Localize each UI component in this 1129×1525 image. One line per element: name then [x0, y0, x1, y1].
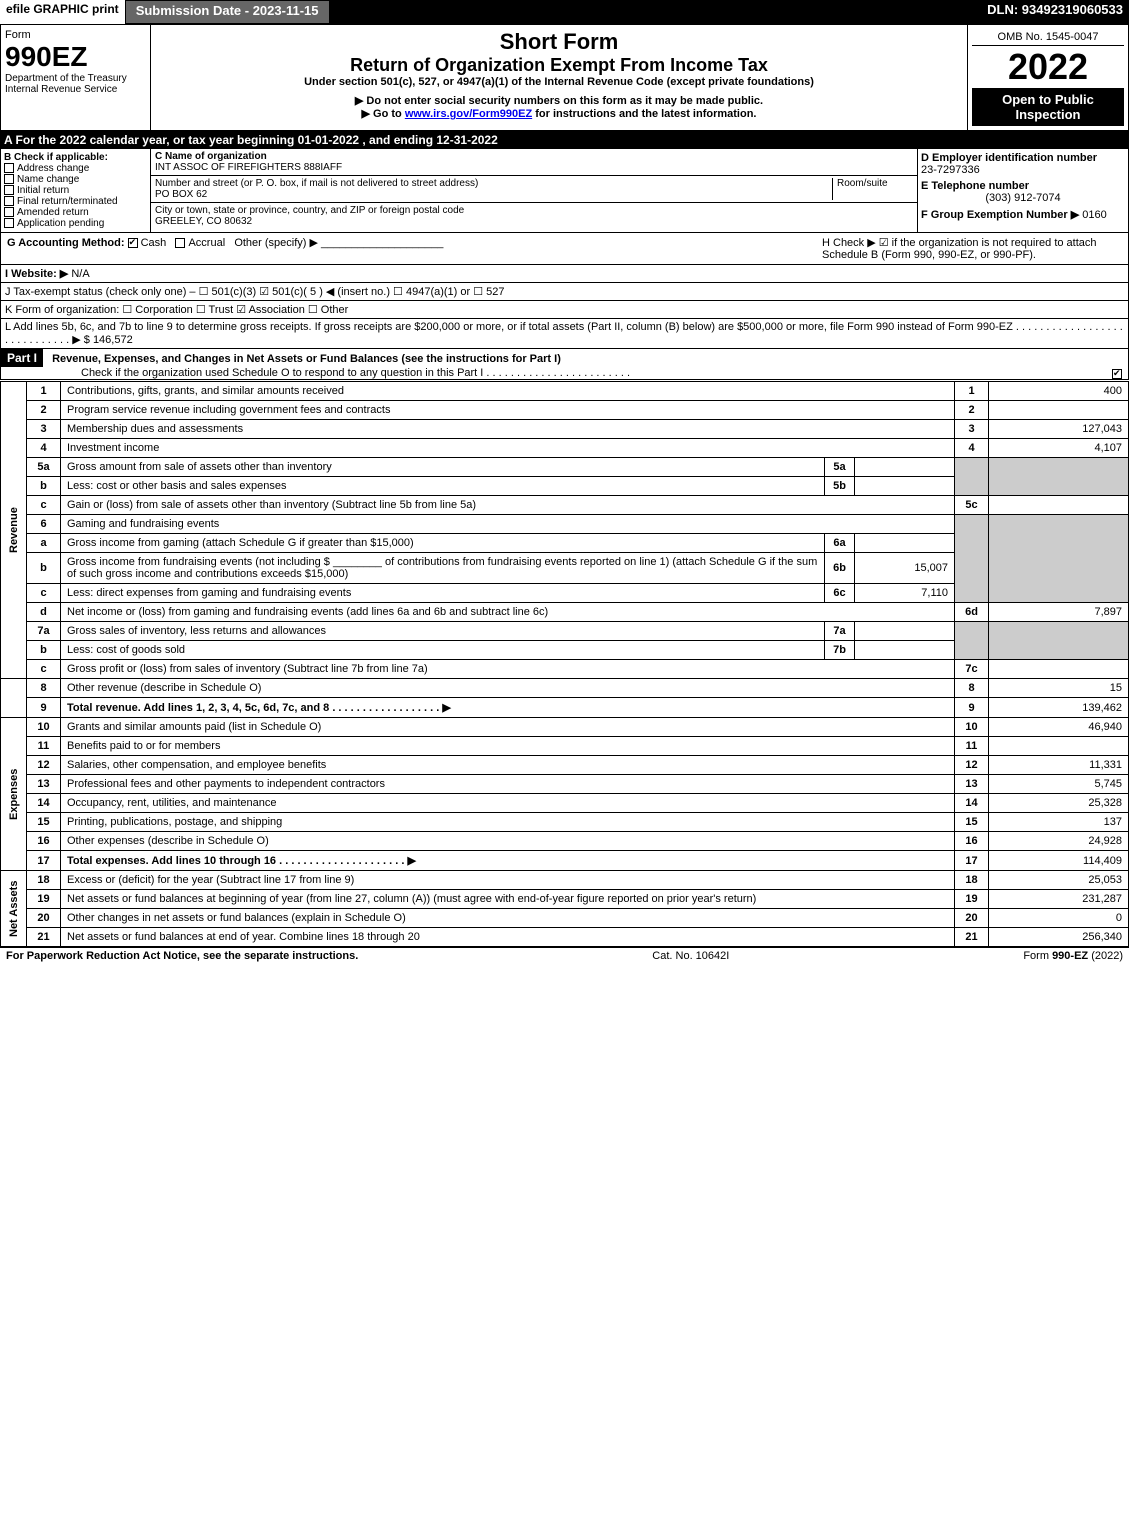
city-value: GREELEY, CO 80632 [155, 216, 252, 227]
street-cell: Number and street (or P. O. box, if mail… [151, 176, 917, 203]
open-inspection: Open to Public Inspection [972, 88, 1124, 126]
footer-cat: Cat. No. 10642I [652, 950, 729, 962]
ein-label: D Employer identification number [921, 152, 1125, 164]
city-label: City or town, state or province, country… [155, 205, 464, 216]
title-goto: ▶ Go to www.irs.gov/Form990EZ for instru… [155, 107, 963, 120]
section-i: I Website: ▶ N/A [0, 265, 1129, 283]
part1-label: Part I [1, 349, 43, 367]
org-name-cell: C Name of organization INT ASSOC OF FIRE… [151, 149, 917, 176]
street-label: Number and street (or P. O. box, if mail… [155, 178, 478, 189]
section-b-label: B Check if applicable: [4, 152, 147, 163]
section-g: G Accounting Method: Cash Accrual Other … [7, 236, 822, 261]
header-right: OMB No. 1545-0047 2022 Open to Public In… [968, 25, 1128, 130]
submission-date: Submission Date - 2023-11-15 [125, 0, 330, 24]
part1-header-row: Part I Revenue, Expenses, and Changes in… [0, 349, 1129, 380]
l-value: 146,572 [93, 334, 133, 346]
form-number: 990EZ [5, 41, 146, 73]
check-final: Final return/terminated [4, 196, 147, 207]
ein-value: 23-7297336 [921, 164, 1125, 176]
check-initial: Initial return [4, 185, 147, 196]
revenue-vlabel: Revenue [1, 382, 27, 679]
org-name-label: C Name of organization [155, 151, 267, 162]
section-a: A For the 2022 calendar year, or tax yea… [0, 131, 1129, 149]
phone-value: (303) 912-7074 [921, 192, 1125, 204]
footer-left: For Paperwork Reduction Act Notice, see … [6, 950, 358, 962]
check-address: Address change [4, 163, 147, 174]
group-row: F Group Exemption Number ▶ 0160 [921, 208, 1125, 221]
section-h: H Check ▶ ☑ if the organization is not r… [822, 236, 1122, 261]
i-label: I Website: ▶ [5, 268, 68, 280]
tax-year: 2022 [972, 46, 1124, 88]
phone-label: E Telephone number [921, 180, 1125, 192]
section-k: K Form of organization: ☐ Corporation ☐ … [0, 301, 1129, 319]
top-bar: efile GRAPHIC print Submission Date - 20… [0, 0, 1129, 24]
part1-checkbox [1112, 369, 1122, 379]
part1-title: Revenue, Expenses, and Changes in Net As… [46, 353, 561, 365]
goto-pre: ▶ Go to [362, 108, 405, 120]
footer: For Paperwork Reduction Act Notice, see … [0, 947, 1129, 964]
goto-post: for instructions and the latest informat… [532, 108, 756, 120]
city-cell: City or town, state or province, country… [151, 203, 917, 229]
group-label: F Group Exemption Number ▶ [921, 209, 1079, 221]
check-amended: Amended return [4, 207, 147, 218]
check-name: Name change [4, 174, 147, 185]
street-value: PO BOX 62 [155, 189, 207, 200]
goto-link[interactable]: www.irs.gov/Form990EZ [405, 108, 532, 120]
header-middle: Short Form Return of Organization Exempt… [151, 25, 968, 130]
irs-label: Internal Revenue Service [5, 84, 146, 95]
i-value: N/A [71, 268, 89, 280]
l-text: L Add lines 5b, 6c, and 7b to line 9 to … [5, 321, 1123, 346]
footer-right: Form 990-EZ (2022) [1023, 950, 1123, 962]
title-return: Return of Organization Exempt From Incom… [155, 55, 963, 76]
title-ssn: ▶ Do not enter social security numbers o… [155, 94, 963, 107]
form-header: Form 990EZ Department of the Treasury In… [0, 24, 1129, 131]
omb-number: OMB No. 1545-0047 [972, 29, 1124, 46]
check-cash [128, 238, 138, 248]
g-other: Other (specify) ▶ [234, 237, 318, 249]
section-g-h: G Accounting Method: Cash Accrual Other … [0, 233, 1129, 265]
efile-label: efile GRAPHIC print [0, 0, 125, 24]
section-b: B Check if applicable: Address change Na… [1, 149, 151, 232]
check-accrual [175, 238, 185, 248]
title-under: Under section 501(c), 527, or 4947(a)(1)… [155, 76, 963, 88]
room-label: Room/suite [833, 178, 913, 200]
header-left: Form 990EZ Department of the Treasury In… [1, 25, 151, 130]
section-l: L Add lines 5b, 6c, and 7b to line 9 to … [0, 319, 1129, 349]
form-label: Form [5, 29, 146, 41]
section-c: C Name of organization INT ASSOC OF FIRE… [151, 149, 918, 232]
org-name: INT ASSOC OF FIREFIGHTERS 888IAFF [155, 162, 342, 173]
check-pending: Application pending [4, 218, 147, 229]
section-d: D Employer identification number 23-7297… [918, 149, 1128, 232]
info-block: B Check if applicable: Address change Na… [0, 149, 1129, 233]
dept-label: Department of the Treasury [5, 73, 146, 84]
section-j: J Tax-exempt status (check only one) – ☐… [0, 283, 1129, 301]
dln-label: DLN: 93492319060533 [981, 0, 1129, 24]
revenue-table: Revenue 1Contributions, gifts, grants, a… [0, 381, 1129, 947]
group-value: 0160 [1082, 209, 1106, 221]
netassets-vlabel: Net Assets [1, 871, 27, 947]
g-label: G Accounting Method: [7, 237, 125, 249]
part1-check-text: Check if the organization used Schedule … [1, 367, 630, 379]
expenses-vlabel: Expenses [1, 718, 27, 871]
title-short-form: Short Form [155, 29, 963, 55]
